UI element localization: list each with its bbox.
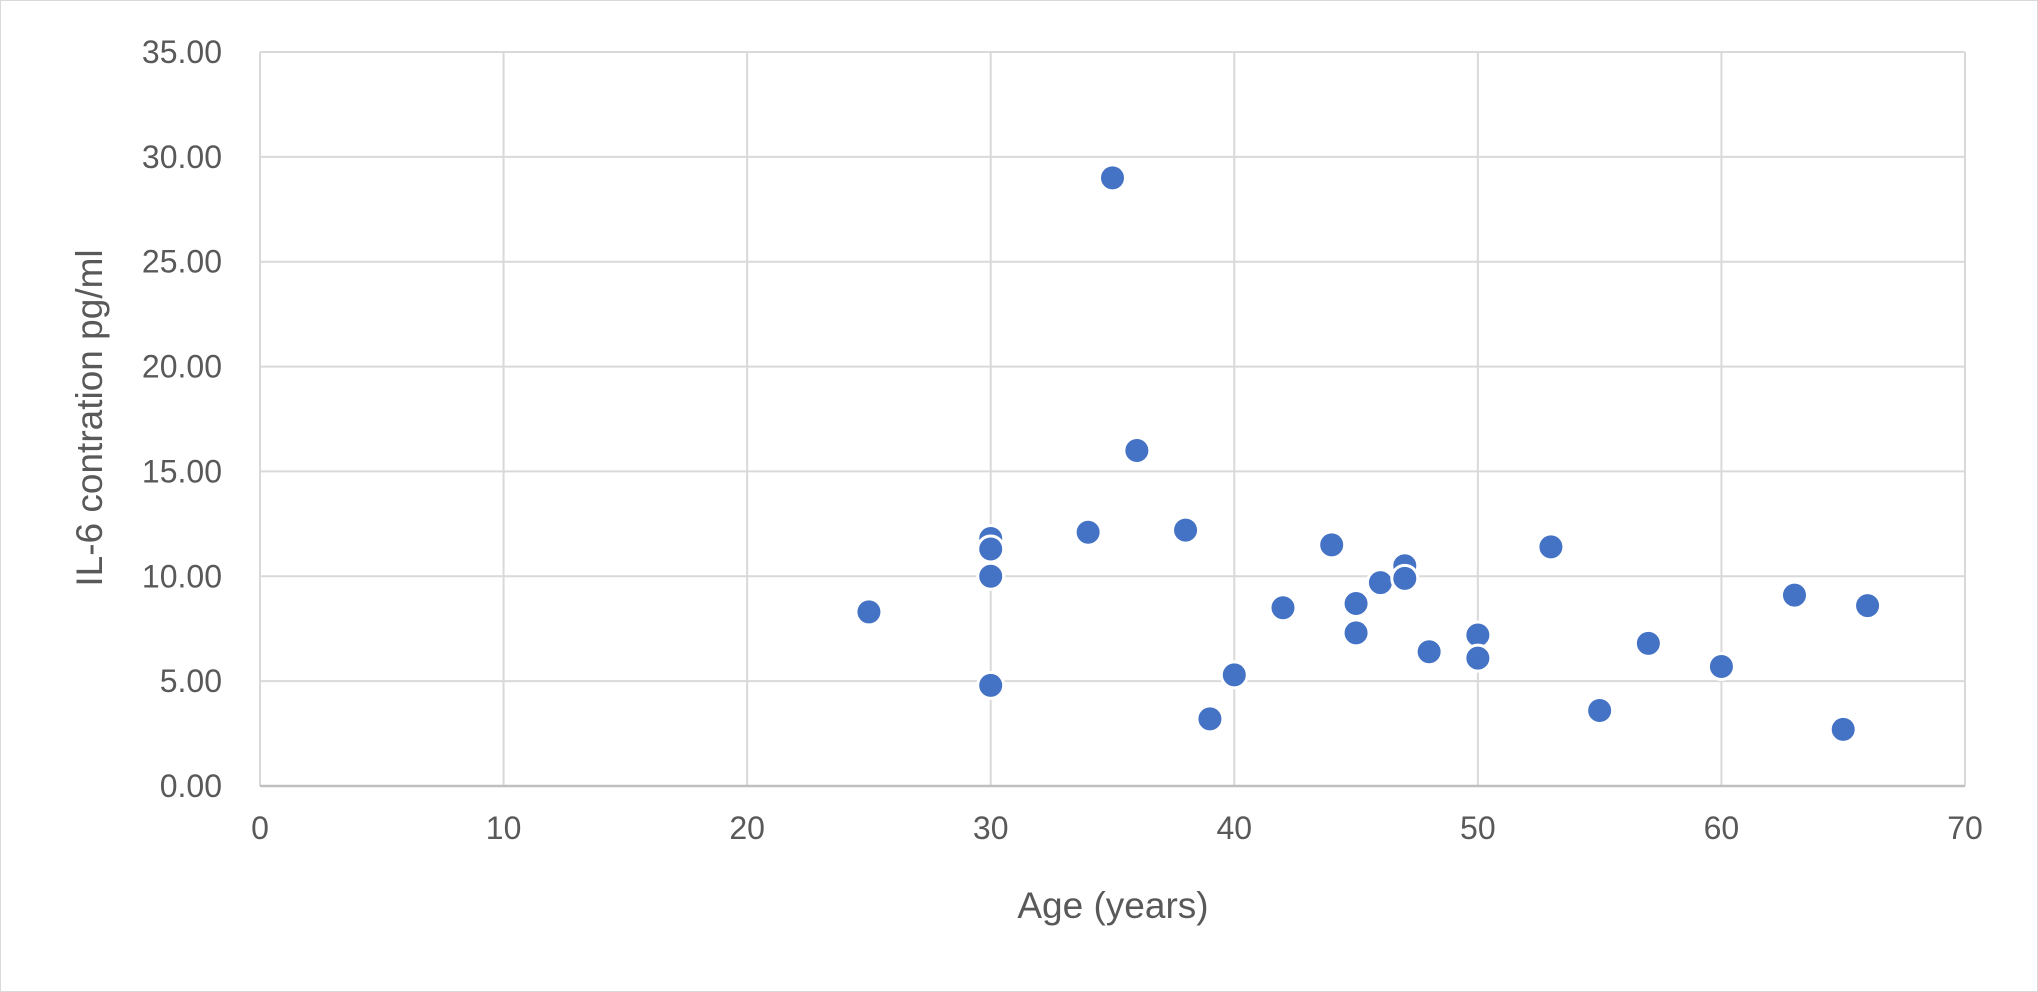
x-tick-label: 20 <box>729 810 765 846</box>
x-tick-label: 0 <box>251 810 269 846</box>
x-tick-label: 70 <box>1947 810 1983 846</box>
data-point <box>1171 515 1201 545</box>
data-point <box>1219 660 1249 690</box>
y-tick-label: 15.00 <box>142 453 222 489</box>
y-tick-label: 30.00 <box>142 139 222 175</box>
data-point <box>1195 704 1225 734</box>
data-point <box>976 561 1006 591</box>
data-point <box>1828 714 1858 744</box>
y-tick-label: 5.00 <box>160 663 222 699</box>
x-tick-label: 50 <box>1460 810 1496 846</box>
data-point <box>1780 580 1809 610</box>
data-point <box>1706 651 1736 681</box>
y-tick-label: 35.00 <box>142 34 222 70</box>
data-point <box>1414 637 1444 667</box>
gridlines <box>259 51 1966 786</box>
y-tick-label: 25.00 <box>142 244 222 280</box>
data-point <box>1633 628 1663 658</box>
y-tick-label: 20.00 <box>142 349 222 385</box>
data-point <box>1365 568 1395 598</box>
data-point <box>1536 532 1566 562</box>
data-point <box>1585 696 1615 726</box>
x-tick-label: 30 <box>973 810 1009 846</box>
data-point <box>976 534 1006 564</box>
y-tick-label: 0.00 <box>160 768 222 804</box>
x-axis-title: Age (years) <box>1017 885 1208 926</box>
data-points <box>854 163 1883 744</box>
data-point <box>1853 591 1883 621</box>
data-point <box>1390 563 1420 593</box>
y-axis-title: IL-6 contration pg/ml <box>69 249 110 586</box>
data-point <box>1463 643 1493 673</box>
data-point <box>1098 163 1127 193</box>
data-point <box>1317 530 1347 560</box>
x-tick-label: 40 <box>1216 810 1252 846</box>
data-point <box>976 670 1006 700</box>
data-point <box>1268 593 1298 623</box>
data-point <box>854 597 884 627</box>
y-tick-label: 10.00 <box>142 558 222 594</box>
x-tick-label: 10 <box>486 810 522 846</box>
x-tick-label: 60 <box>1704 810 1740 846</box>
data-point <box>1341 589 1371 619</box>
tick-labels: 0.00 5.00 10.00 15.00 20.00 25.00 30.00 35.00 0 1… <box>142 34 1983 846</box>
data-point <box>1122 435 1152 465</box>
data-point <box>1073 517 1103 547</box>
data-point <box>1341 618 1371 648</box>
